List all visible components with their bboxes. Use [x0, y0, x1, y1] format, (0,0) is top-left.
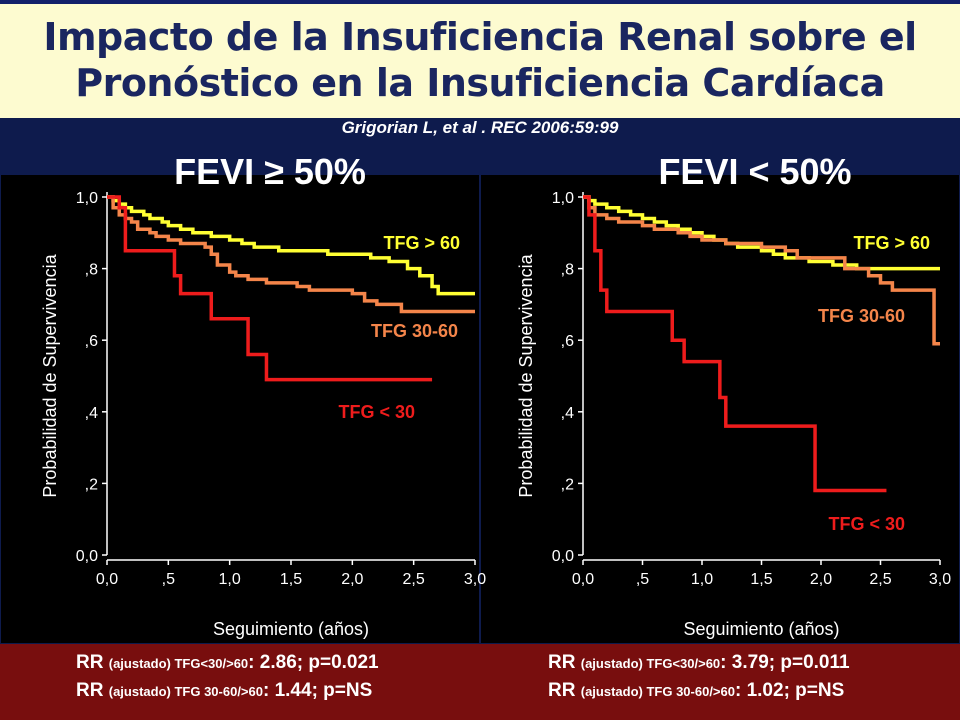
- left-series-label-tfg-lt30: TFG < 30: [338, 402, 415, 422]
- right-y-axis-label: Probabilidad de Supervivencia: [516, 253, 536, 497]
- left-y-tick-label: 1,0: [76, 190, 98, 207]
- left-series-tfg-gt60: [107, 195, 475, 296]
- right-y-tick-label: 1,0: [552, 190, 574, 207]
- title-line-2: Pronóstico en la Insuficiencia Cardíaca: [75, 61, 885, 105]
- left-x-tick-label: 0,0: [96, 571, 118, 588]
- left-x-tick-label: 1,0: [219, 571, 241, 588]
- left-y-tick-label: ,2: [85, 476, 98, 493]
- left-panel-background: [1, 175, 479, 643]
- rr-right-line-2: RR (ajustado) TFG 30-60/>60: 1.02; p=NS: [548, 680, 845, 701]
- title-line-1: Impacto de la Insuficiencia Renal sobre …: [43, 15, 917, 59]
- right-x-tick-label: 0,0: [572, 571, 594, 588]
- rr-left-line-1: RR (ajustado) TFG<30/>60: 2.86; p=0.021: [76, 652, 379, 673]
- left-x-tick-label: ,5: [162, 571, 175, 588]
- left-y-tick-label: ,4: [85, 405, 98, 422]
- left-chart-title: FEVI ≥ 50%: [174, 151, 366, 192]
- right-x-tick-label: 1,0: [691, 571, 713, 588]
- citation: Grigorian L, et al . REC 2006:59:99: [341, 118, 619, 137]
- left-y-axis-label: Probabilidad de Supervivencia: [40, 253, 60, 497]
- rr-right-line-1: RR (ajustado) TFG<30/>60: 3.79; p=0.011: [548, 652, 850, 673]
- left-x-tick-label: 2,5: [403, 571, 425, 588]
- left-x-tick-label: 3,0: [464, 571, 486, 588]
- slide-title: Impacto de la Insuficiencia Renal sobre …: [0, 4, 960, 106]
- left-series-tfg-30-60: [107, 195, 475, 314]
- right-y-tick-label: ,2: [561, 476, 574, 493]
- left-series-label-tfg-30-60: TFG 30-60: [371, 321, 458, 341]
- right-x-tick-label: 3,0: [929, 571, 951, 588]
- title-banner: Impacto de la Insuficiencia Renal sobre …: [0, 0, 960, 118]
- left-y-tick-label: 0,0: [76, 548, 98, 565]
- rr-left-line-2: RR (ajustado) TFG 30-60/>60: 1.44; p=NS: [76, 680, 373, 701]
- right-y-tick-label: ,6: [561, 333, 574, 350]
- right-x-tick-label: 2,5: [869, 571, 891, 588]
- left-series-label-tfg-gt60: TFG > 60: [383, 233, 460, 253]
- left-series-tfg-lt30: [107, 195, 433, 382]
- right-series-label-tfg-lt30: TFG < 30: [828, 514, 905, 534]
- left-x-axis-label: Seguimiento (años): [213, 619, 369, 639]
- right-x-tick-label: ,5: [636, 571, 649, 588]
- right-panel-background: [481, 175, 959, 643]
- right-y-tick-label: 0,0: [552, 548, 574, 565]
- left-y-tick-label: ,8: [85, 262, 98, 279]
- right-x-tick-label: 2,0: [810, 571, 832, 588]
- right-chart-title: FEVI < 50%: [658, 151, 852, 192]
- right-y-tick-label: ,8: [561, 262, 574, 279]
- right-y-tick-label: ,4: [561, 405, 574, 422]
- left-x-tick-label: 1,5: [280, 571, 302, 588]
- footer-results: RR (ajustado) TFG<30/>60: 2.86; p=0.021 …: [0, 644, 960, 720]
- right-series-tfg-30-60: [583, 195, 940, 346]
- right-series-label-tfg-gt60: TFG > 60: [853, 233, 930, 253]
- right-series-label-tfg-30-60: TFG 30-60: [818, 306, 905, 326]
- right-x-axis-label: Seguimiento (años): [683, 619, 839, 639]
- left-y-tick-label: ,6: [85, 333, 98, 350]
- right-x-tick-label: 1,5: [750, 571, 772, 588]
- right-series-tfg-lt30: [583, 195, 887, 493]
- left-x-tick-label: 2,0: [341, 571, 363, 588]
